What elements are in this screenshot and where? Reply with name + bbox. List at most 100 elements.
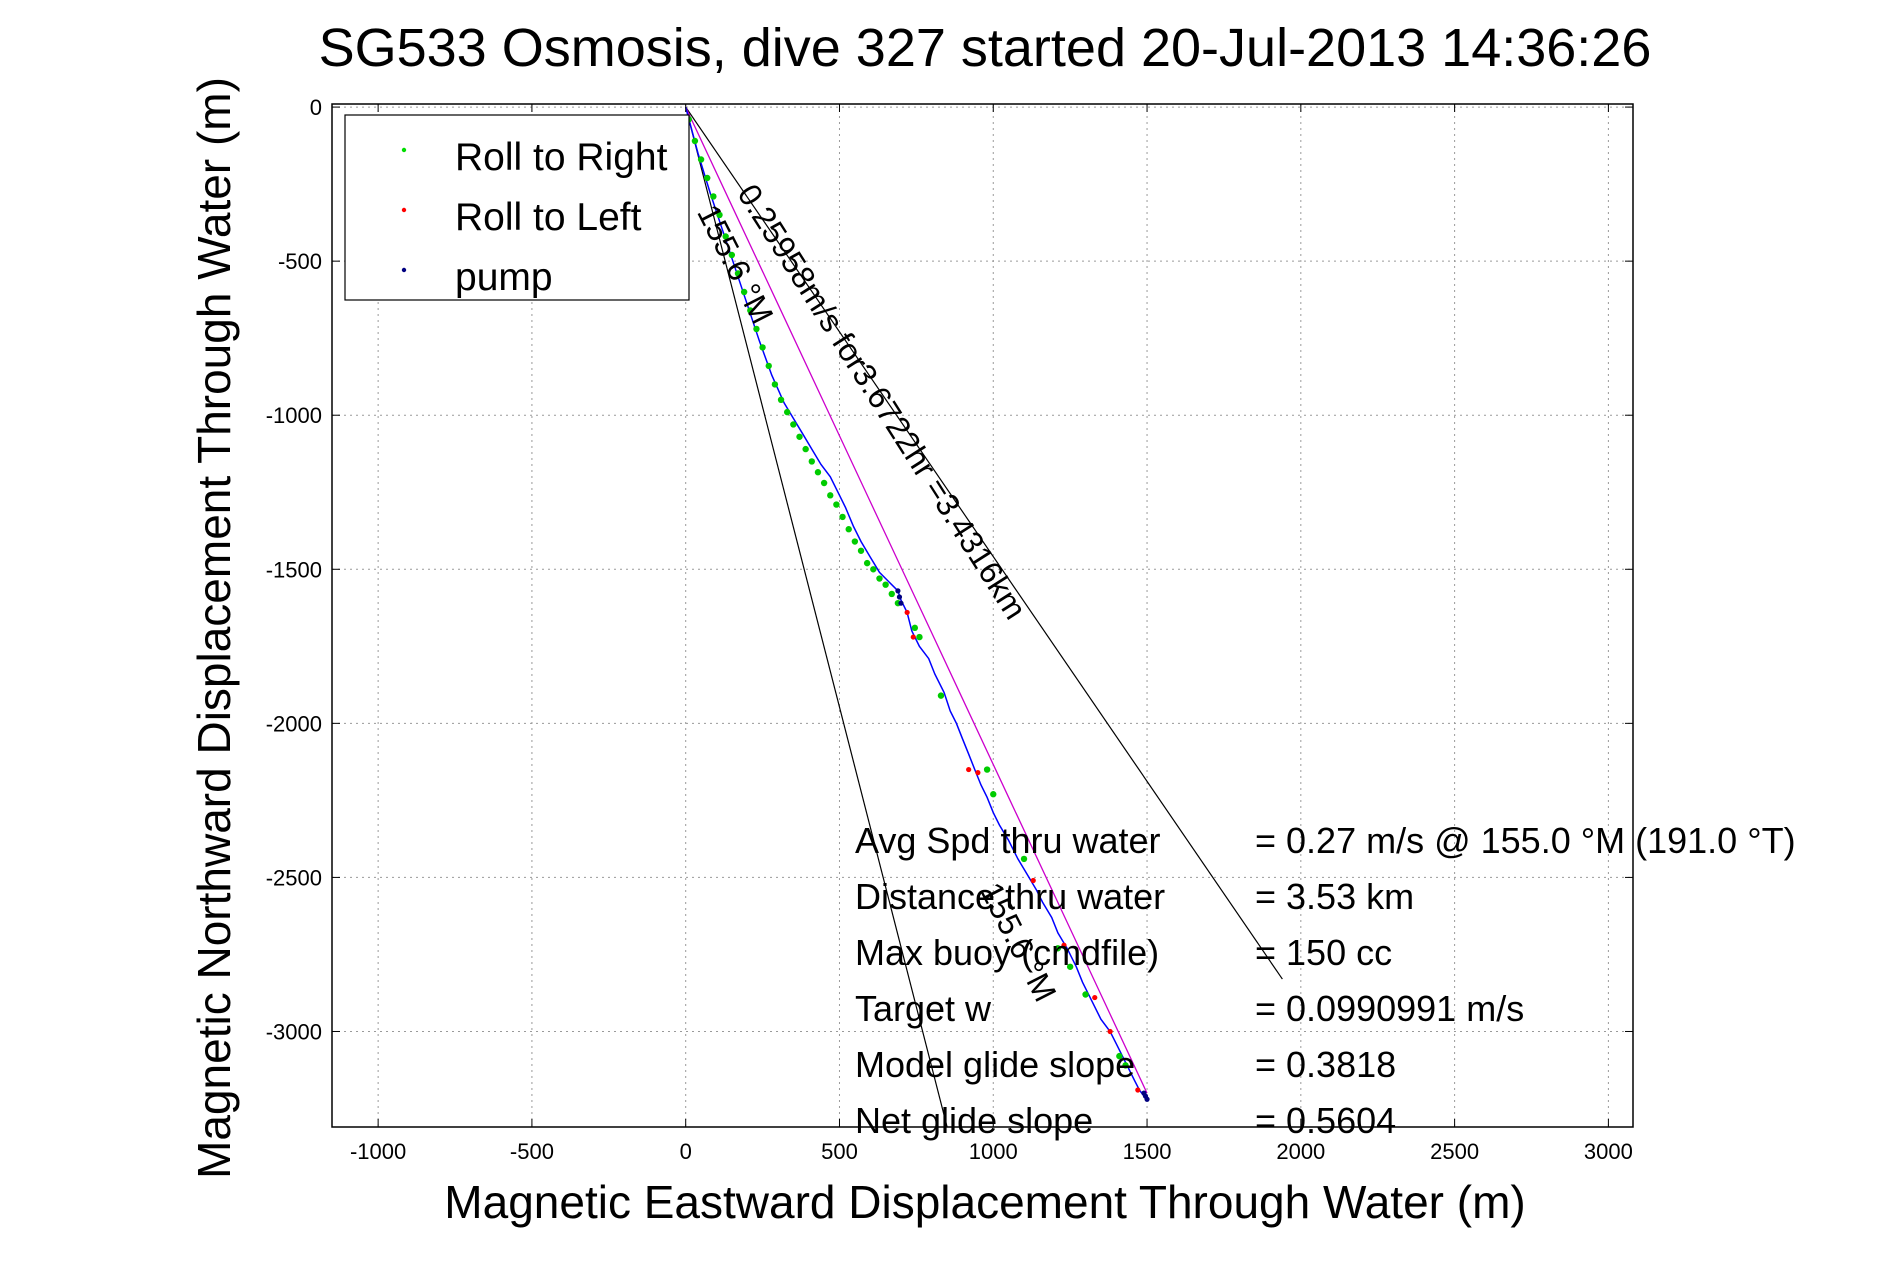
stat-value: = 0.5604 (1255, 1100, 1396, 1141)
stat-label: Target w (855, 988, 992, 1029)
roll-right-point (808, 458, 816, 465)
roll-left-point (1107, 1028, 1113, 1035)
stat-label: Distance thru water (855, 876, 1165, 917)
roll-left-point (904, 609, 910, 616)
pump-point (1144, 1096, 1150, 1102)
roll-left-point (1061, 942, 1067, 948)
x-tick-label: 1500 (1123, 1139, 1172, 1164)
roll-right-point (1116, 1052, 1123, 1060)
roll-left-point (966, 766, 972, 773)
rotated-annotation: 0.25958m/s for3.6722hr =3.4316km (731, 178, 1034, 626)
roll-right-point (1066, 963, 1074, 970)
roll-right-point (863, 559, 871, 567)
stat-value: = 150 cc (1255, 932, 1392, 973)
stat-value: = 0.27 m/s @ 155.0 °M (191.0 °T) (1255, 820, 1796, 861)
roll-right-point (1122, 1062, 1129, 1069)
heading-guide-line (685, 106, 948, 1128)
roll-right-point (691, 137, 699, 145)
guide-lines (685, 106, 1283, 1128)
roll-right-point (845, 526, 852, 533)
roll-right-point (990, 791, 997, 798)
roll-left-point (910, 634, 916, 640)
legend-label: pump (455, 256, 553, 299)
roll-right-point (870, 566, 877, 573)
legend-marker (401, 147, 407, 153)
stat-value: = 0.3818 (1255, 1044, 1396, 1085)
y-tick-label: -2500 (266, 865, 322, 890)
x-tick-label: 2500 (1430, 1139, 1479, 1164)
roll-right-point (722, 233, 729, 240)
roll-right-point (777, 396, 785, 404)
roll-right-point (888, 590, 895, 598)
y-tick-label: -500 (278, 249, 322, 274)
roll-right-point (916, 633, 923, 641)
roll-right-point (697, 156, 705, 163)
stat-value: = 0.0990991 m/s (1255, 988, 1524, 1029)
roll-right-point (783, 408, 791, 416)
legend-marker (401, 207, 407, 213)
roll-right-point (911, 624, 919, 632)
roll-right-point (734, 270, 742, 277)
roll-right-point (710, 193, 717, 200)
roll-right-point (802, 445, 809, 453)
roll-right-point (765, 362, 772, 370)
stat-label: Model glide slope (855, 1044, 1135, 1085)
roll-right-point (1054, 945, 1062, 952)
stat-label: Avg Spd thru water (855, 820, 1161, 861)
roll-right-point (796, 433, 803, 440)
roll-right-point (857, 547, 865, 554)
x-tick-label: -1000 (350, 1139, 406, 1164)
roll-left-point (1092, 994, 1098, 1001)
chart-title: SG533 Osmosis, dive 327 started 20-Jul-2… (319, 18, 1652, 78)
stat-label: Max buoy (cmdfile) (855, 932, 1159, 973)
dive-track-line (684, 106, 1148, 1100)
roll-right-point (1082, 991, 1089, 998)
roll-right-point (704, 174, 711, 182)
roll-right-point (833, 501, 840, 508)
legend: Roll to Right Roll to Left pump (344, 114, 690, 301)
pump-point (896, 594, 903, 600)
model-track-line (685, 106, 1148, 1094)
roll-right-point (1020, 855, 1028, 863)
x-tick-label: 500 (821, 1139, 858, 1164)
roll-right-point (876, 575, 883, 582)
y-tick-label: -1500 (266, 557, 322, 582)
roll-right-point (839, 513, 846, 521)
roll-right-point (771, 381, 779, 388)
legend-label: Roll to Left (455, 196, 642, 239)
roll-right-point (820, 479, 828, 487)
y-axis-ticks: 0 -500 -1000 -1500 -2000 -2500 -3000 (266, 95, 1633, 1044)
stat-label: Net glide slope (855, 1100, 1093, 1141)
x-tick-label: 1000 (969, 1139, 1018, 1164)
roll-left-point (975, 770, 981, 776)
heading-guide-line (685, 106, 1283, 980)
x-tick-label: 2000 (1276, 1139, 1325, 1164)
y-tick-label: -2000 (266, 711, 322, 736)
x-tick-label: -500 (510, 1139, 554, 1164)
y-tick-label: -3000 (266, 1019, 322, 1044)
roll-right-point (747, 307, 754, 314)
x-axis-label: Magnetic Eastward Displacement Through W… (444, 1176, 1525, 1228)
legend-label: Roll to Right (455, 136, 668, 179)
roll-right-point (790, 421, 797, 428)
roll-right-point (882, 581, 889, 588)
roll-right-point (937, 692, 945, 699)
roll-left-point (1135, 1087, 1141, 1093)
dive-statistics: Avg Spd thru water = 0.27 m/s @ 155.0 °M … (855, 820, 1796, 1141)
legend-marker (401, 267, 407, 273)
roll-right-point (814, 469, 822, 476)
pump-point (895, 588, 901, 594)
roll-right-point (740, 288, 748, 296)
roll-right-point (759, 344, 766, 351)
y-axis-label: Magnetic Northward Displacement Through … (188, 77, 240, 1179)
x-axis-ticks: -1000 -500 0 500 1000 1500 2000 2500 3000 (350, 104, 1633, 1164)
roll-right-point (851, 538, 859, 545)
plot-frame (331, 103, 1634, 1128)
x-tick-label: 3000 (1584, 1139, 1633, 1164)
roll-right-point (716, 211, 723, 219)
pump-point (898, 600, 904, 606)
y-tick-label: 0 (310, 95, 322, 120)
roll-right-point (728, 251, 736, 259)
stat-value: = 3.53 km (1255, 876, 1414, 917)
x-tick-label: 0 (680, 1139, 692, 1164)
